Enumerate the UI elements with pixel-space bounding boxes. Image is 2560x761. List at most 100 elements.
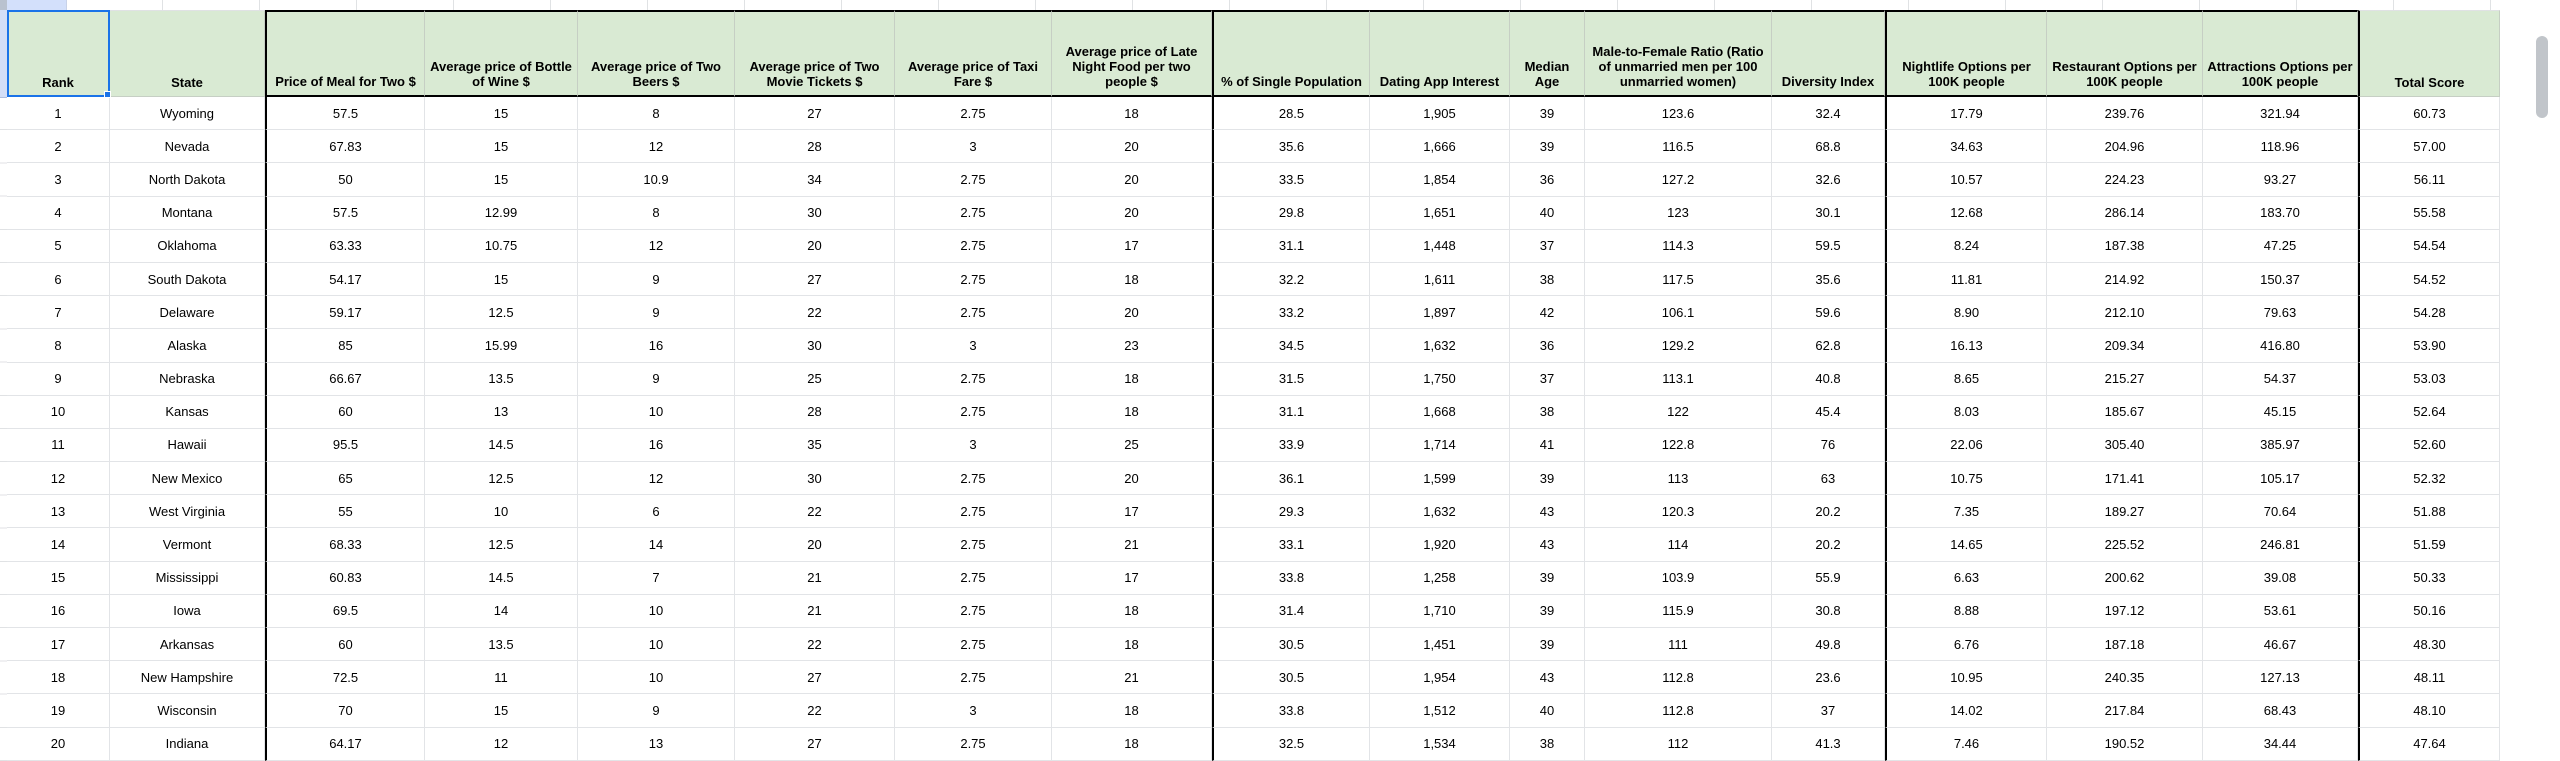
value-cell[interactable]: 127.2 — [1585, 163, 1772, 197]
value-cell[interactable]: 55.9 — [1772, 561, 1885, 595]
value-cell[interactable]: 34 — [735, 163, 895, 197]
rank-cell[interactable]: 20 — [7, 727, 110, 761]
value-cell[interactable]: 6.63 — [1885, 561, 2047, 595]
state-cell[interactable]: Wisconsin — [110, 694, 265, 728]
value-cell[interactable]: 10 — [578, 661, 735, 695]
value-cell[interactable]: 39 — [1510, 628, 1585, 662]
value-cell[interactable]: 35.6 — [1772, 262, 1885, 297]
value-cell[interactable]: 54.28 — [2358, 296, 2500, 330]
rank-cell[interactable]: 13 — [7, 495, 110, 529]
value-cell[interactable]: 2.75 — [895, 262, 1052, 297]
state-cell[interactable]: Kansas — [110, 395, 265, 429]
value-cell[interactable]: 63.33 — [265, 229, 425, 263]
vertical-scrollbar-thumb[interactable] — [2536, 36, 2548, 118]
value-cell[interactable]: 30.5 — [1212, 661, 1370, 695]
value-cell[interactable]: 7 — [578, 561, 735, 595]
value-cell[interactable]: 187.18 — [2047, 628, 2203, 662]
value-cell[interactable]: 10 — [578, 395, 735, 429]
value-cell[interactable]: 36 — [1510, 163, 1585, 197]
value-cell[interactable]: 209.34 — [2047, 329, 2203, 363]
state-cell[interactable]: Wyoming — [110, 97, 265, 131]
state-cell[interactable]: South Dakota — [110, 262, 265, 297]
value-cell[interactable]: 62.8 — [1772, 329, 1885, 363]
value-cell[interactable]: 23 — [1052, 329, 1212, 363]
value-cell[interactable]: 10 — [425, 495, 578, 529]
value-cell[interactable]: 54.52 — [2358, 262, 2500, 297]
value-cell[interactable]: 20 — [1052, 163, 1212, 197]
value-cell[interactable]: 37 — [1510, 229, 1585, 263]
value-cell[interactable]: 12.99 — [425, 196, 578, 230]
value-cell[interactable]: 64.17 — [265, 727, 425, 761]
value-cell[interactable]: 2.75 — [895, 395, 1052, 429]
value-cell[interactable]: 217.84 — [2047, 694, 2203, 728]
value-cell[interactable]: 416.80 — [2203, 329, 2358, 363]
value-cell[interactable]: 8.90 — [1885, 296, 2047, 330]
value-cell[interactable]: 385.97 — [2203, 428, 2358, 463]
value-cell[interactable]: 54.37 — [2203, 362, 2358, 396]
value-cell[interactable]: 13 — [578, 727, 735, 761]
value-cell[interactable]: 123 — [1585, 196, 1772, 230]
value-cell[interactable]: 2.75 — [895, 495, 1052, 529]
value-cell[interactable]: 1,714 — [1370, 428, 1510, 463]
value-cell[interactable]: 68.33 — [265, 528, 425, 562]
value-cell[interactable]: 106.1 — [1585, 296, 1772, 330]
rank-cell[interactable]: 8 — [7, 329, 110, 363]
value-cell[interactable]: 70 — [265, 694, 425, 728]
rank-cell[interactable]: 2 — [7, 130, 110, 164]
value-cell[interactable]: 1,632 — [1370, 329, 1510, 363]
value-cell[interactable]: 39 — [1510, 594, 1585, 628]
value-cell[interactable]: 29.3 — [1212, 495, 1370, 529]
value-cell[interactable]: 47.64 — [2358, 727, 2500, 761]
value-cell[interactable]: 12.5 — [425, 462, 578, 496]
value-cell[interactable]: 32.4 — [1772, 97, 1885, 131]
value-cell[interactable]: 22 — [735, 495, 895, 529]
value-cell[interactable]: 2.75 — [895, 296, 1052, 330]
value-cell[interactable]: 55 — [265, 495, 425, 529]
value-cell[interactable]: 2.75 — [895, 362, 1052, 396]
value-cell[interactable]: 22 — [735, 296, 895, 330]
value-cell[interactable]: 30 — [735, 329, 895, 363]
value-cell[interactable]: 33.8 — [1212, 561, 1370, 595]
value-cell[interactable]: 112.8 — [1585, 661, 1772, 695]
value-cell[interactable]: 122.8 — [1585, 428, 1772, 463]
value-cell[interactable]: 18 — [1052, 262, 1212, 297]
value-cell[interactable]: 33.2 — [1212, 296, 1370, 330]
value-cell[interactable]: 2.75 — [895, 97, 1052, 131]
value-cell[interactable]: 51.88 — [2358, 495, 2500, 529]
value-cell[interactable]: 20 — [1052, 196, 1212, 230]
state-cell[interactable]: New Hampshire — [110, 661, 265, 695]
value-cell[interactable]: 17 — [1052, 229, 1212, 263]
header-cell-median-age[interactable]: Median Age — [1510, 10, 1585, 97]
state-cell[interactable]: Mississippi — [110, 561, 265, 595]
value-cell[interactable]: 68.43 — [2203, 694, 2358, 728]
value-cell[interactable]: 12 — [578, 229, 735, 263]
header-cell-average-price-of-taxi-fare[interactable]: Average price of Taxi Fare $ — [895, 10, 1052, 97]
value-cell[interactable]: 28.5 — [1212, 97, 1370, 131]
value-cell[interactable]: 1,258 — [1370, 561, 1510, 595]
value-cell[interactable]: 14.65 — [1885, 528, 2047, 562]
value-cell[interactable]: 8 — [578, 97, 735, 131]
header-cell-of-single-population[interactable]: % of Single Population — [1212, 10, 1370, 97]
value-cell[interactable]: 38 — [1510, 727, 1585, 761]
value-cell[interactable]: 33.1 — [1212, 528, 1370, 562]
value-cell[interactable]: 27 — [735, 727, 895, 761]
value-cell[interactable]: 2.75 — [895, 163, 1052, 197]
value-cell[interactable]: 67.83 — [265, 130, 425, 164]
value-cell[interactable]: 46.67 — [2203, 628, 2358, 662]
header-cell-average-price-of-bottle-of-wine[interactable]: Average price of Bottle of Wine $ — [425, 10, 578, 97]
value-cell[interactable]: 53.90 — [2358, 329, 2500, 363]
value-cell[interactable]: 15.99 — [425, 329, 578, 363]
rank-cell[interactable]: 17 — [7, 628, 110, 662]
value-cell[interactable]: 113.1 — [1585, 362, 1772, 396]
value-cell[interactable]: 39 — [1510, 130, 1585, 164]
value-cell[interactable]: 105.17 — [2203, 462, 2358, 496]
value-cell[interactable]: 37 — [1510, 362, 1585, 396]
value-cell[interactable]: 9 — [578, 362, 735, 396]
header-cell-price-of-meal-for-two[interactable]: Price of Meal for Two $ — [265, 10, 425, 97]
value-cell[interactable]: 34.63 — [1885, 130, 2047, 164]
value-cell[interactable]: 40 — [1510, 196, 1585, 230]
value-cell[interactable]: 72.5 — [265, 661, 425, 695]
value-cell[interactable]: 1,632 — [1370, 495, 1510, 529]
value-cell[interactable]: 65 — [265, 462, 425, 496]
rank-cell[interactable]: 14 — [7, 528, 110, 562]
